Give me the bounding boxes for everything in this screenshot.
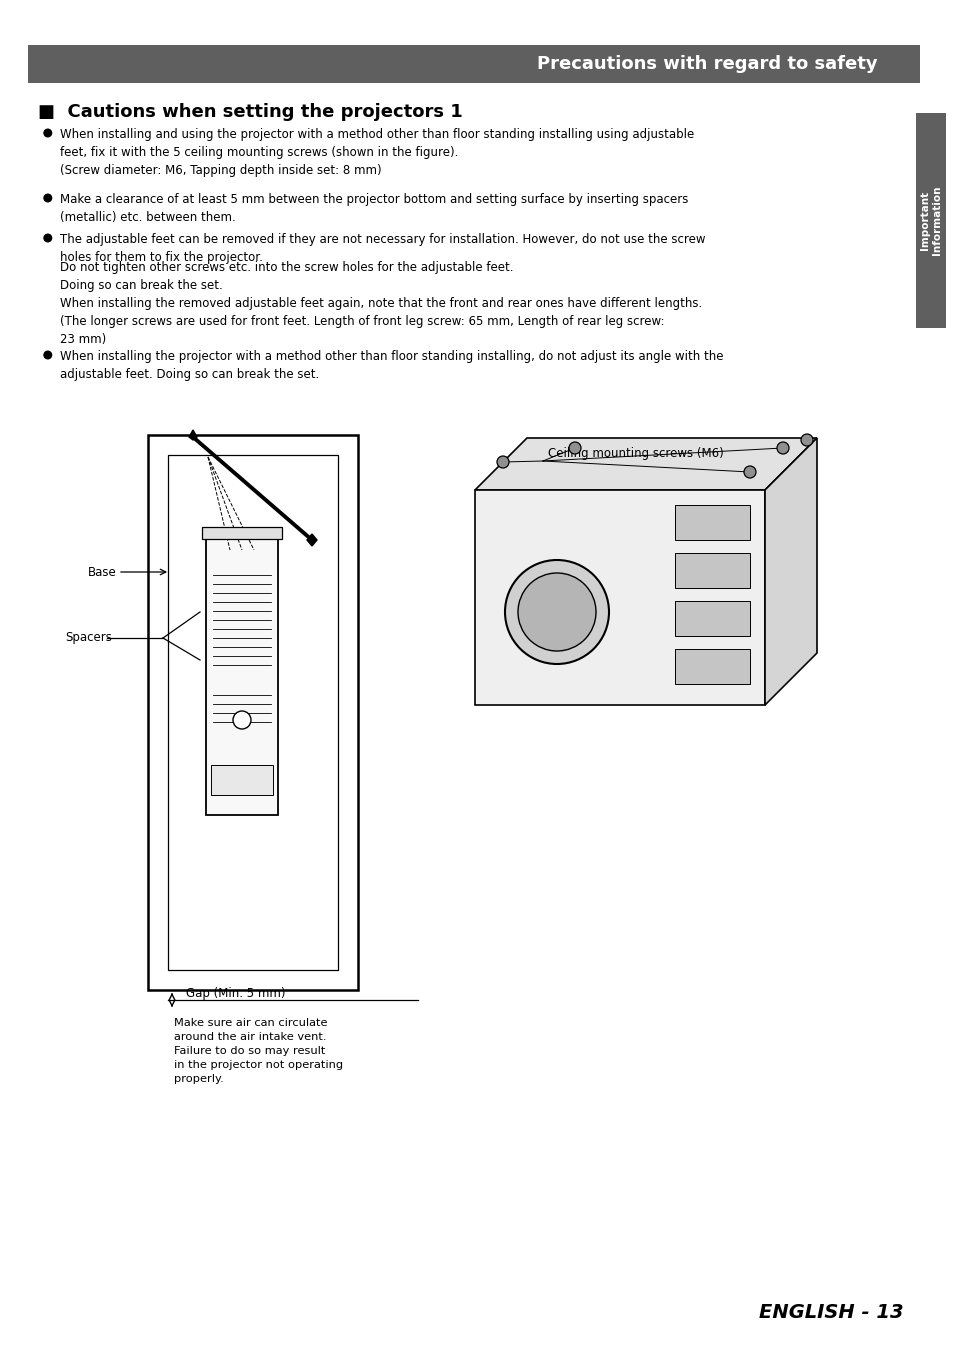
Circle shape	[233, 711, 251, 729]
Bar	[148, 435, 357, 990]
Text: ENGLISH - 13: ENGLISH - 13	[759, 1303, 903, 1322]
Bar	[211, 765, 273, 795]
Text: Make sure air can circulate
around the air intake vent.
Failure to do so may res: Make sure air can circulate around the a…	[173, 1018, 343, 1084]
Circle shape	[497, 456, 509, 468]
Text: Ceiling mounting screws (M6): Ceiling mounting screws (M6)	[547, 447, 723, 459]
Bar	[675, 649, 749, 684]
Text: Do not tighten other screws etc. into the screw holes for the adjustable feet.
D: Do not tighten other screws etc. into th…	[60, 261, 701, 346]
Text: Precautions with regard to safety: Precautions with regard to safety	[537, 55, 877, 73]
Polygon shape	[764, 437, 816, 705]
Circle shape	[801, 433, 812, 446]
Circle shape	[743, 466, 755, 478]
Polygon shape	[189, 431, 196, 440]
Bar	[915, 113, 945, 328]
Circle shape	[517, 572, 596, 651]
Polygon shape	[307, 535, 316, 545]
Text: Gap (Min. 5 mm): Gap (Min. 5 mm)	[186, 987, 285, 1000]
Text: Base: Base	[88, 566, 116, 579]
Bar	[168, 455, 337, 971]
Text: Make a clearance of at least 5 mm between the projector bottom and setting surfa: Make a clearance of at least 5 mm betwee…	[60, 193, 688, 224]
Bar	[202, 526, 282, 539]
Text: When installing and using the projector with a method other than floor standing : When installing and using the projector …	[60, 128, 694, 177]
Bar	[675, 554, 749, 589]
Circle shape	[504, 560, 608, 664]
Bar	[675, 601, 749, 636]
Bar	[675, 505, 749, 540]
Bar	[28, 45, 919, 82]
Bar	[475, 490, 764, 705]
Text: The adjustable feet can be removed if they are not necessary for installation. H: The adjustable feet can be removed if th…	[60, 234, 705, 265]
Circle shape	[44, 351, 51, 359]
Circle shape	[44, 130, 51, 136]
Polygon shape	[475, 437, 816, 490]
Circle shape	[44, 194, 51, 201]
Text: When installing the projector with a method other than floor standing installing: When installing the projector with a met…	[60, 350, 722, 381]
Circle shape	[568, 441, 580, 454]
Text: Important
Information: Important Information	[920, 185, 941, 255]
Text: ■  Cautions when setting the projectors 1: ■ Cautions when setting the projectors 1	[38, 103, 462, 122]
Text: Spacers: Spacers	[65, 632, 112, 644]
Circle shape	[44, 234, 51, 242]
Circle shape	[776, 441, 788, 454]
Bar	[206, 535, 277, 815]
